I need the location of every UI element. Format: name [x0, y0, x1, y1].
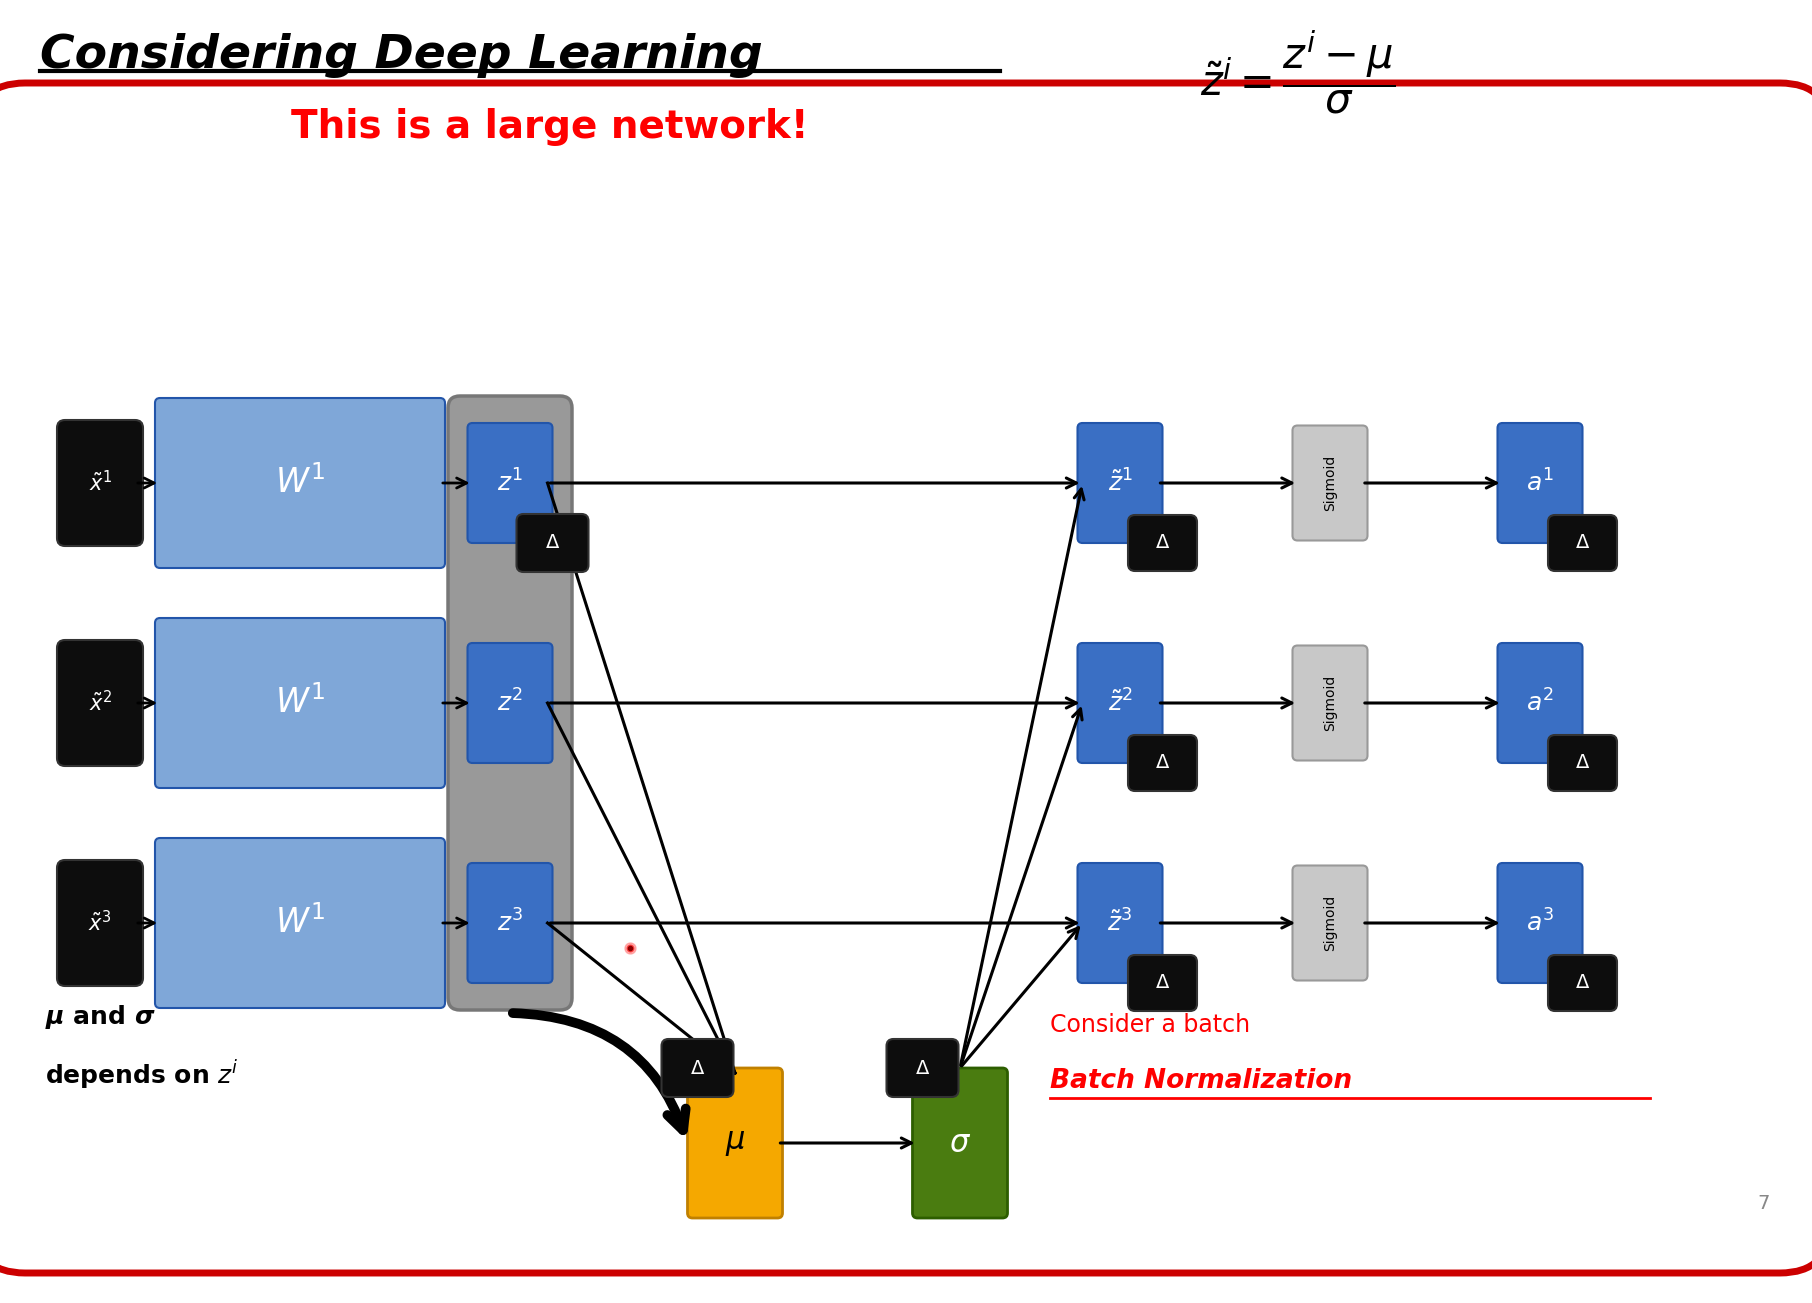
FancyBboxPatch shape [886, 1038, 959, 1097]
FancyBboxPatch shape [913, 1068, 1007, 1218]
FancyBboxPatch shape [467, 423, 553, 543]
Text: $\Delta$: $\Delta$ [1575, 973, 1591, 993]
FancyBboxPatch shape [56, 420, 143, 546]
Text: $\tilde{x}^2$: $\tilde{x}^2$ [89, 691, 112, 715]
Text: $\mu$: $\mu$ [725, 1128, 745, 1157]
FancyBboxPatch shape [467, 642, 553, 764]
FancyBboxPatch shape [1292, 426, 1368, 541]
FancyBboxPatch shape [156, 397, 446, 568]
FancyBboxPatch shape [661, 1038, 734, 1097]
Text: $a^1$: $a^1$ [1526, 469, 1555, 496]
Text: $z^3$: $z^3$ [496, 909, 524, 937]
Text: This is a large network!: This is a large network! [292, 108, 808, 146]
FancyBboxPatch shape [1292, 645, 1368, 761]
FancyBboxPatch shape [1078, 863, 1163, 982]
Text: $\Delta$: $\Delta$ [1575, 753, 1591, 773]
Text: $\tilde{z}^i = \dfrac{z^i - \mu}{\sigma}$: $\tilde{z}^i = \dfrac{z^i - \mu}{\sigma}… [1200, 27, 1395, 116]
Text: $\boldsymbol{\mu}$ and $\boldsymbol{\sigma}$: $\boldsymbol{\mu}$ and $\boldsymbol{\sig… [45, 1003, 156, 1031]
FancyBboxPatch shape [1497, 863, 1582, 982]
FancyBboxPatch shape [1129, 955, 1198, 1011]
FancyBboxPatch shape [1547, 735, 1616, 791]
FancyBboxPatch shape [1292, 865, 1368, 980]
Text: 7: 7 [1758, 1194, 1770, 1213]
Text: $\Delta$: $\Delta$ [1154, 533, 1171, 552]
FancyBboxPatch shape [56, 640, 143, 766]
Text: $\sigma$: $\sigma$ [949, 1128, 971, 1157]
FancyBboxPatch shape [467, 863, 553, 982]
Text: $W^1$: $W^1$ [275, 465, 324, 500]
Text: $\Delta$: $\Delta$ [690, 1058, 705, 1078]
Text: Sigmoid: Sigmoid [1323, 895, 1337, 951]
FancyBboxPatch shape [516, 513, 589, 572]
Text: $\Delta$: $\Delta$ [1575, 533, 1591, 552]
Text: $\Delta$: $\Delta$ [915, 1058, 930, 1078]
FancyBboxPatch shape [1078, 642, 1163, 764]
FancyBboxPatch shape [1497, 423, 1582, 543]
FancyBboxPatch shape [56, 860, 143, 986]
Text: $W^1$: $W^1$ [275, 685, 324, 721]
FancyBboxPatch shape [1497, 642, 1582, 764]
Text: $z^1$: $z^1$ [496, 469, 524, 496]
Text: $\tilde{x}^1$: $\tilde{x}^1$ [89, 470, 112, 495]
FancyBboxPatch shape [448, 396, 573, 1010]
Text: $z^2$: $z^2$ [496, 689, 524, 717]
FancyBboxPatch shape [1547, 955, 1616, 1011]
Text: $\tilde{z}^3$: $\tilde{z}^3$ [1107, 909, 1132, 937]
FancyBboxPatch shape [156, 618, 446, 788]
FancyBboxPatch shape [1078, 423, 1163, 543]
FancyBboxPatch shape [156, 838, 446, 1009]
FancyBboxPatch shape [1547, 515, 1616, 571]
FancyBboxPatch shape [1129, 515, 1198, 571]
Text: Sigmoid: Sigmoid [1323, 675, 1337, 731]
Text: $\tilde{z}^1$: $\tilde{z}^1$ [1107, 469, 1132, 496]
FancyBboxPatch shape [0, 83, 1812, 1273]
Text: Considering Deep Learning: Considering Deep Learning [40, 33, 763, 78]
Text: $a^2$: $a^2$ [1526, 689, 1555, 717]
Text: depends on $\boldsymbol{z^i}$: depends on $\boldsymbol{z^i}$ [45, 1058, 239, 1092]
Text: $\tilde{x}^3$: $\tilde{x}^3$ [89, 911, 112, 936]
Text: $\Delta$: $\Delta$ [545, 533, 560, 552]
Text: $\Delta$: $\Delta$ [1154, 753, 1171, 773]
Text: Batch Normalization: Batch Normalization [1049, 1068, 1352, 1095]
Text: $\tilde{z}^2$: $\tilde{z}^2$ [1107, 689, 1132, 717]
Text: Sigmoid: Sigmoid [1323, 455, 1337, 511]
Text: Consider a batch: Consider a batch [1049, 1012, 1250, 1037]
FancyBboxPatch shape [687, 1068, 783, 1218]
FancyArrowPatch shape [513, 1012, 685, 1130]
Text: $\Delta$: $\Delta$ [1154, 973, 1171, 993]
Text: $a^3$: $a^3$ [1526, 909, 1555, 937]
Text: $W^1$: $W^1$ [275, 906, 324, 941]
FancyBboxPatch shape [1129, 735, 1198, 791]
